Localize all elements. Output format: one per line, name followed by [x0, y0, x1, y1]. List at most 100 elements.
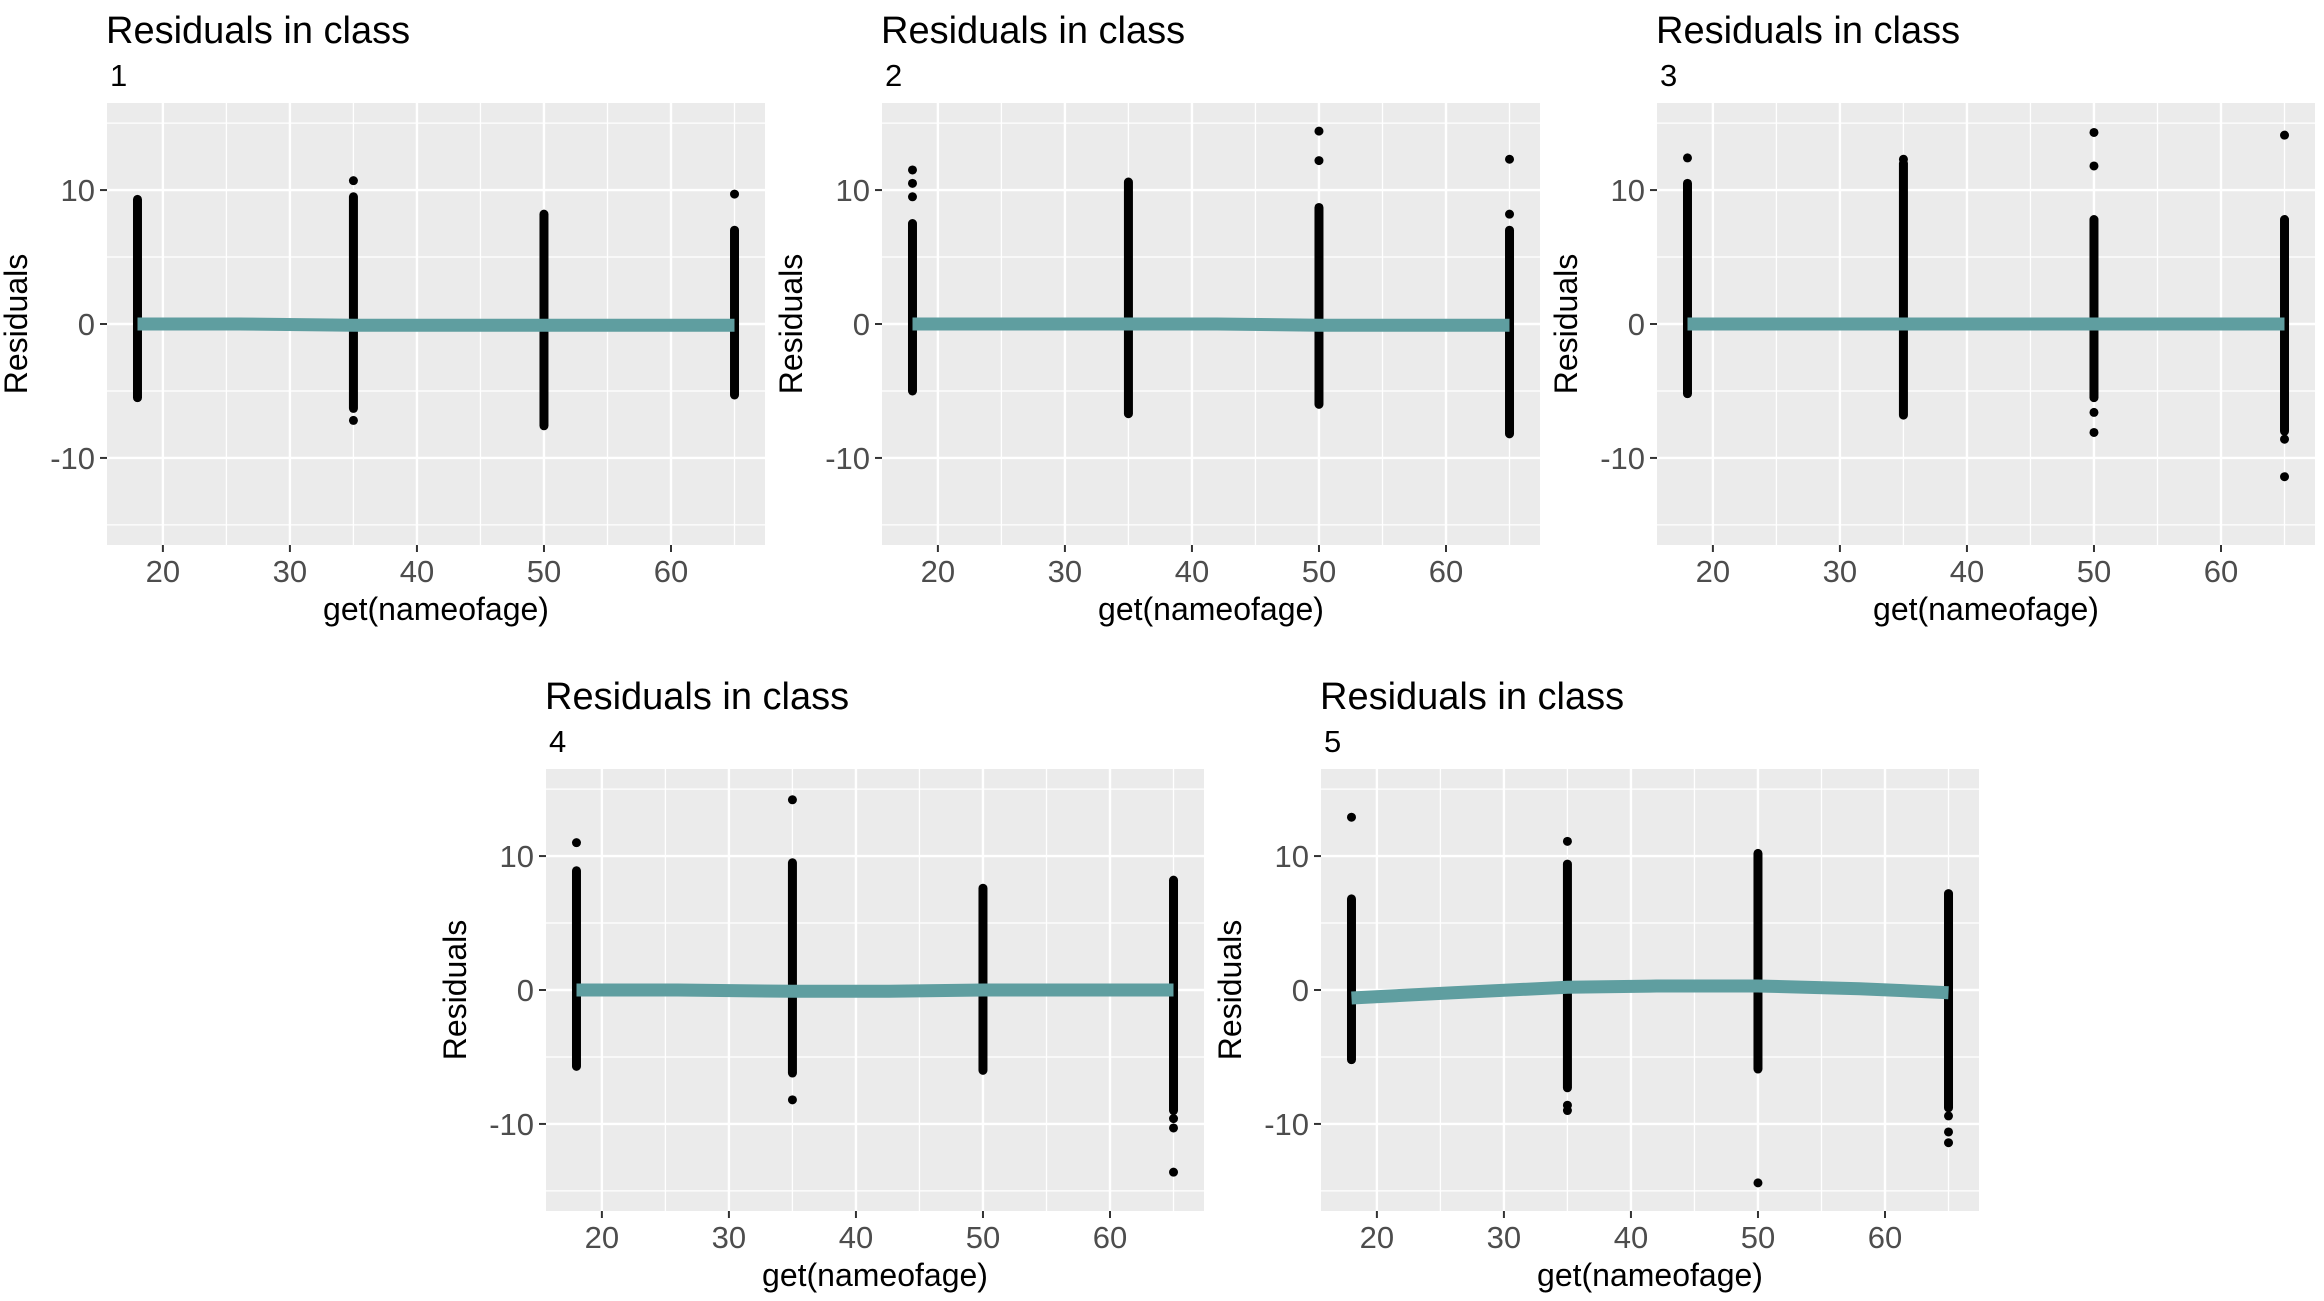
x-axis-title: get(nameofage) [1098, 591, 1324, 627]
y-axis-title: Residuals [437, 920, 473, 1061]
x-axis-title: get(nameofage) [762, 1257, 988, 1293]
residual-point [1169, 1123, 1179, 1133]
chart-title: Residuals in class [881, 10, 1185, 52]
residual-point [2280, 434, 2290, 444]
x-tick-label: 20 [585, 1220, 619, 1255]
residual-point [730, 189, 740, 199]
y-tick-label: 10 [500, 839, 534, 874]
residual-point [1944, 1127, 1954, 1137]
y-tick-label: -10 [825, 441, 870, 476]
y-axis-title: Residuals [773, 254, 809, 395]
residual-point [907, 165, 917, 175]
residual-point [2280, 472, 2290, 482]
x-tick-label: 20 [146, 554, 180, 589]
x-tick-label: 20 [1360, 1220, 1394, 1255]
x-tick-label: 20 [1696, 554, 1730, 589]
residual-point [1314, 156, 1324, 166]
x-tick-label: 40 [1950, 554, 1984, 589]
y-axis-title: Residuals [1548, 254, 1584, 395]
y-tick-label: 10 [1275, 839, 1309, 874]
residual-point [1944, 1111, 1954, 1121]
x-tick-label: 60 [1093, 1220, 1127, 1255]
x-axis-title: get(nameofage) [1537, 1257, 1763, 1293]
x-tick-label: 60 [1868, 1220, 1902, 1255]
residual-point [787, 795, 797, 805]
chart-panel-4: Residuals in class 4 20 30 40 50 60 -10 0 10 get(n… [437, 676, 1204, 1293]
y-axis-title: Residuals [0, 254, 34, 395]
residual-point [2089, 161, 2099, 171]
residual-point [907, 192, 917, 202]
y-tick-label: -10 [1600, 441, 1645, 476]
y-tick-label: -10 [489, 1107, 534, 1142]
chart-title: Residuals in class [1320, 676, 1624, 718]
smooth-trend-line [576, 983, 1174, 998]
x-tick-label: 30 [1048, 554, 1082, 589]
smooth-trend-line [137, 317, 735, 332]
residual-point [1346, 812, 1356, 822]
y-tick-label: 10 [836, 173, 870, 208]
y-tick-label: 0 [1292, 973, 1309, 1008]
residual-point [348, 176, 358, 186]
y-tick-label: 0 [853, 307, 870, 342]
chart-title: Residuals in class [1656, 10, 1960, 52]
residual-point [907, 178, 917, 188]
residual-point [1898, 154, 1908, 164]
residual-point [1682, 153, 1692, 163]
residual-point [2280, 130, 2290, 140]
x-tick-label: 30 [1487, 1220, 1521, 1255]
residual-point [1944, 1138, 1954, 1148]
x-tick-label: 20 [921, 554, 955, 589]
chart-subtitle: 3 [1660, 58, 1677, 93]
chart-subtitle: 1 [110, 58, 127, 93]
chart-subtitle: 4 [549, 724, 566, 759]
x-tick-label: 60 [1429, 554, 1463, 589]
x-tick-label: 50 [1302, 554, 1336, 589]
residual-point [2089, 427, 2099, 437]
x-tick-label: 50 [1741, 1220, 1775, 1255]
x-tick-label: 40 [1175, 554, 1209, 589]
y-tick-label: 0 [517, 973, 534, 1008]
x-tick-label: 60 [2204, 554, 2238, 589]
residual-point [1505, 154, 1515, 164]
residual-point [571, 838, 581, 848]
chart-title: Residuals in class [106, 10, 410, 52]
smooth-trend-line [1351, 979, 1949, 1005]
residual-point [348, 415, 358, 425]
x-tick-label: 40 [1614, 1220, 1648, 1255]
y-tick-label: -10 [1264, 1107, 1309, 1142]
chart-panel-3: Residuals in class 3 20 30 40 50 60 -10 0 10 get(n… [1548, 10, 2315, 627]
residual-point [2089, 127, 2099, 137]
residual-point [1169, 1114, 1179, 1124]
y-tick-label: 10 [61, 173, 95, 208]
residual-point [1562, 836, 1572, 846]
y-tick-label: 0 [1628, 307, 1645, 342]
x-tick-label: 60 [654, 554, 688, 589]
x-tick-label: 30 [273, 554, 307, 589]
residual-point [1753, 1178, 1763, 1188]
x-tick-label: 50 [966, 1220, 1000, 1255]
y-axis-title: Residuals [1212, 920, 1248, 1061]
chart-title: Residuals in class [545, 676, 849, 718]
residual-point [1314, 126, 1324, 136]
x-tick-label: 30 [1823, 554, 1857, 589]
chart-subtitle: 5 [1324, 724, 1341, 759]
x-tick-label: 50 [2077, 554, 2111, 589]
residual-point [1169, 1167, 1179, 1177]
chart-panel-5: Residuals in class 5 20 30 40 50 60 -10 0 10 get(n… [1212, 676, 1979, 1293]
y-tick-label: 10 [1611, 173, 1645, 208]
x-tick-label: 30 [712, 1220, 746, 1255]
y-tick-label: 0 [78, 307, 95, 342]
x-axis-title: get(nameofage) [323, 591, 549, 627]
residual-point [1505, 209, 1515, 219]
x-tick-label: 50 [527, 554, 561, 589]
x-tick-label: 40 [839, 1220, 873, 1255]
chart-subtitle: 2 [885, 58, 902, 93]
residual-point [2089, 407, 2099, 417]
y-tick-label: -10 [50, 441, 95, 476]
chart-panel-2: Residuals in class 2 20 30 40 50 60 -10 0 10 get(n… [773, 10, 1540, 627]
smooth-trend-line [912, 317, 1510, 332]
chart-panel-1: Residuals in class 1 20 30 40 50 60 -10 0 10 get(n… [0, 10, 765, 627]
x-axis-title: get(nameofage) [1873, 591, 2099, 627]
residual-point [787, 1095, 797, 1105]
